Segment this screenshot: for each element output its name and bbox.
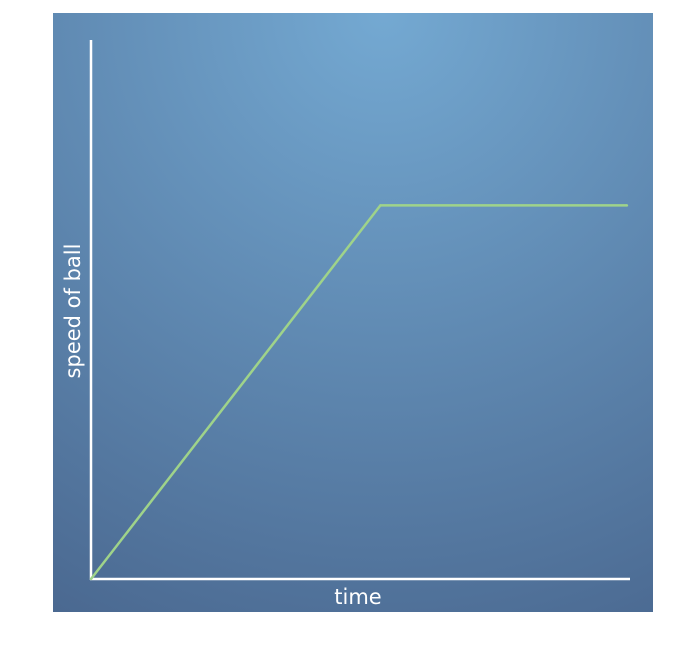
plot-background [53, 13, 653, 612]
series-point-0 [89, 577, 93, 581]
y-axis-label: speed of ball [61, 244, 85, 379]
x-axis-label: time [334, 585, 381, 609]
series-point-2 [625, 204, 629, 207]
series-points [89, 204, 629, 581]
series-point-1 [379, 204, 382, 207]
